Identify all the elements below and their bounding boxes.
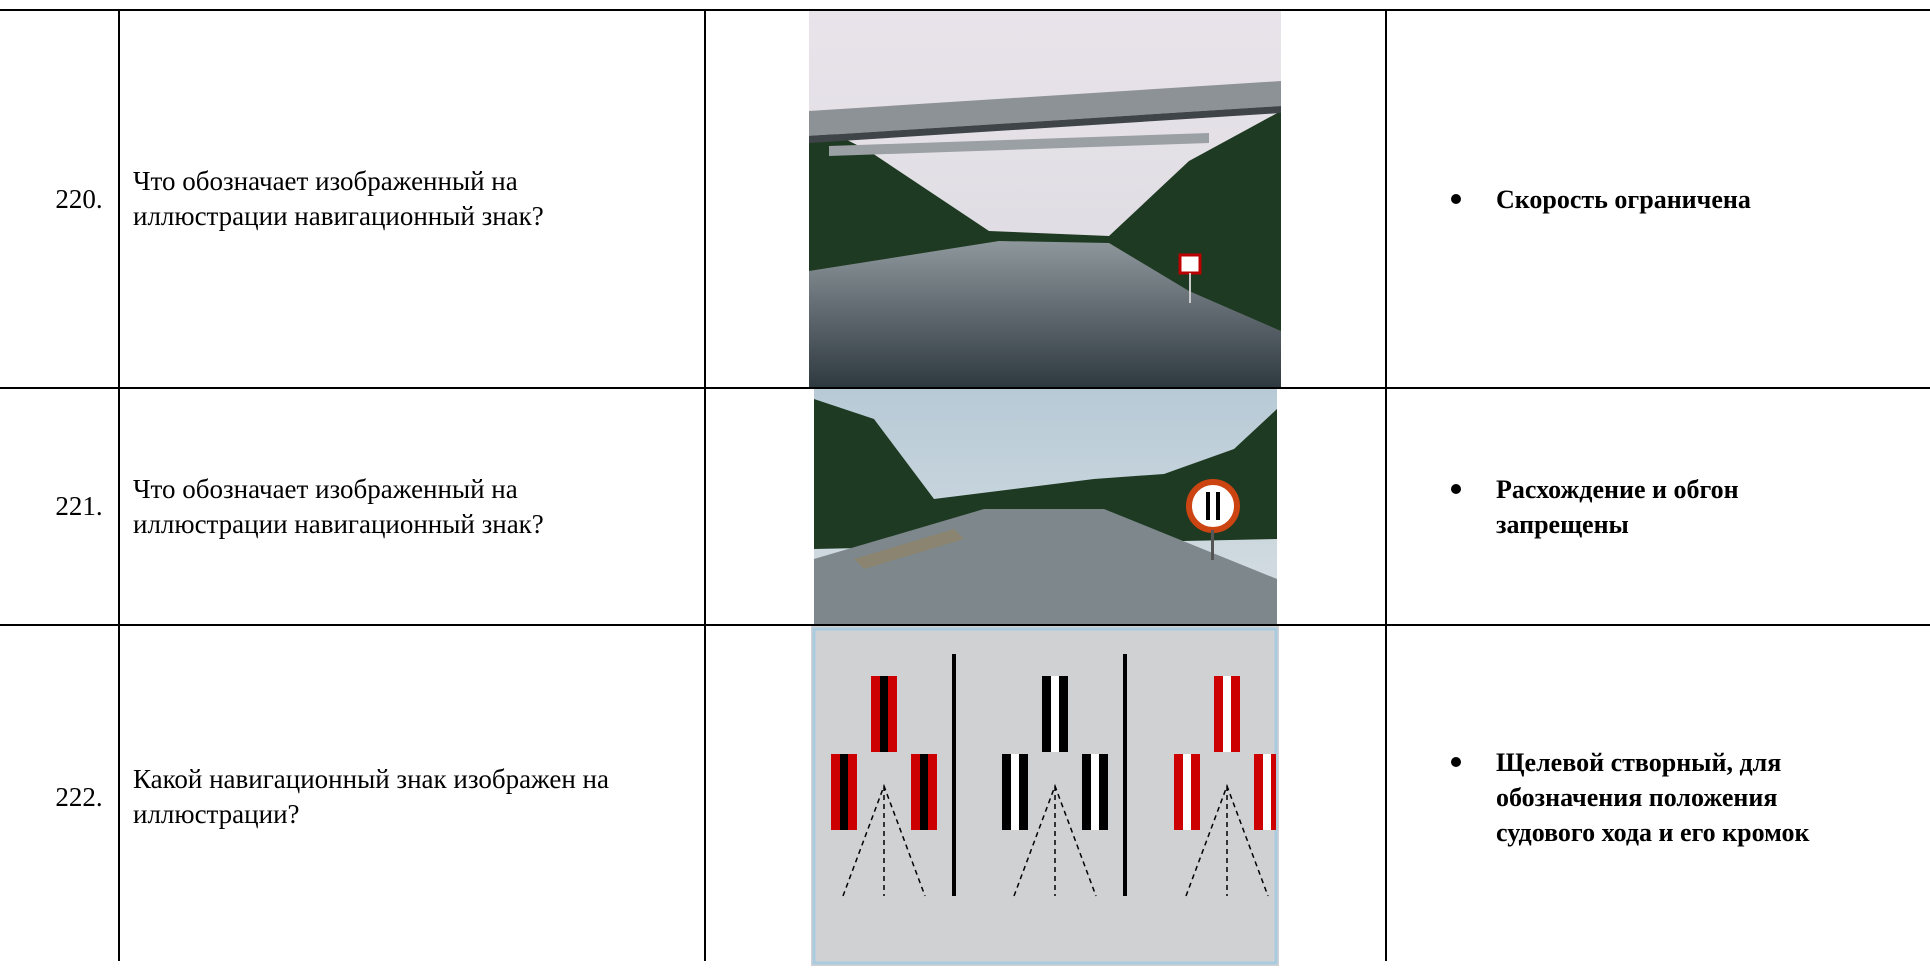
answer: Расхождение и обгон запрещены <box>1496 389 1926 624</box>
question-line: Что обозначает изображенный на <box>133 473 518 504</box>
row-border <box>0 624 1930 626</box>
answer-line: судового хода и его кромок <box>1496 817 1810 847</box>
answer: Скорость ограничена <box>1496 11 1926 387</box>
answer: Щелевой створный, для обозначения положен… <box>1496 626 1926 968</box>
row-number: 222. <box>40 626 118 968</box>
answer-line: Расхождение и обгон <box>1496 474 1739 504</box>
row-number-text: 222. <box>55 781 103 812</box>
diagram-range-signs <box>811 626 1279 966</box>
question-line: Что обозначает изображенный на <box>133 166 518 196</box>
bullet <box>1451 484 1461 494</box>
row-number: 220. <box>40 11 118 387</box>
column-border <box>118 10 120 961</box>
column-border <box>1385 10 1387 961</box>
question: Какой навигационный знак изображен на илл… <box>133 626 703 968</box>
column-border <box>704 10 706 961</box>
answer-line: Скорость ограничена <box>1496 184 1751 214</box>
question-line: иллюстрации? <box>133 799 300 829</box>
row-number-text: 221. <box>55 491 103 521</box>
bullet <box>1451 194 1461 204</box>
answer-line: обозначения положения <box>1496 782 1778 812</box>
question: Что обозначает изображенный на иллюстраци… <box>133 11 703 387</box>
question-line: Какой навигационный знак изображен на <box>133 764 609 794</box>
row-border <box>0 387 1930 389</box>
photo-canal-sign <box>814 389 1277 624</box>
photo-bridge-canal <box>809 11 1281 387</box>
row-border <box>0 9 1930 11</box>
answer-line: Щелевой створный, для <box>1496 747 1782 777</box>
row-number-text: 220. <box>55 183 103 214</box>
bullet <box>1451 757 1461 767</box>
question: Что обозначает изображенный на иллюстраци… <box>133 389 703 624</box>
question-line: иллюстрации навигационный знак? <box>133 508 544 539</box>
question-line: иллюстрации навигационный знак? <box>133 201 544 231</box>
answer-line: запрещены <box>1496 509 1629 539</box>
row-number: 221. <box>40 389 118 624</box>
